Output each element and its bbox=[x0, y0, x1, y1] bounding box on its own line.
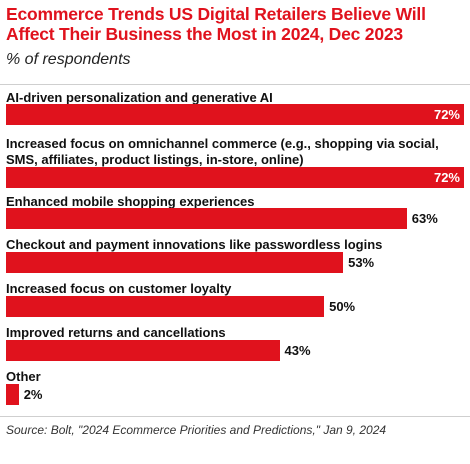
bar bbox=[6, 296, 325, 317]
bar bbox=[6, 384, 19, 405]
bar-value-label: 50% bbox=[329, 299, 356, 314]
category-label: AI-driven personalization and generative… bbox=[6, 90, 273, 105]
bar bbox=[6, 104, 464, 125]
bar bbox=[6, 340, 280, 361]
bar-value-label: 63% bbox=[411, 211, 438, 226]
category-label: Increased focus on customer loyalty bbox=[6, 281, 232, 296]
bar-value-label: 72% bbox=[433, 107, 460, 122]
bar bbox=[6, 208, 407, 229]
category-label: Improved returns and cancellations bbox=[6, 325, 226, 340]
category-label: Increased focus on omnichannel commerce … bbox=[6, 136, 439, 167]
top-divider bbox=[0, 84, 470, 85]
category-label: Other bbox=[6, 369, 41, 384]
bar bbox=[6, 252, 344, 273]
bar-value-label: 72% bbox=[433, 170, 460, 185]
bar-value-label: 2% bbox=[23, 387, 43, 402]
chart-subtitle: % of respondents bbox=[6, 51, 131, 68]
chart-title: Ecommerce Trends US Digital Retailers Be… bbox=[6, 4, 426, 44]
category-label: Checkout and payment innovations like pa… bbox=[6, 237, 383, 252]
bar-value-label: 53% bbox=[348, 255, 375, 270]
bar bbox=[6, 167, 464, 188]
source-note: Source: Bolt, "2024 Ecommerce Priorities… bbox=[6, 423, 387, 437]
bar-value-label: 43% bbox=[284, 343, 311, 358]
category-label: Enhanced mobile shopping experiences bbox=[6, 194, 255, 209]
bottom-divider bbox=[0, 416, 470, 417]
